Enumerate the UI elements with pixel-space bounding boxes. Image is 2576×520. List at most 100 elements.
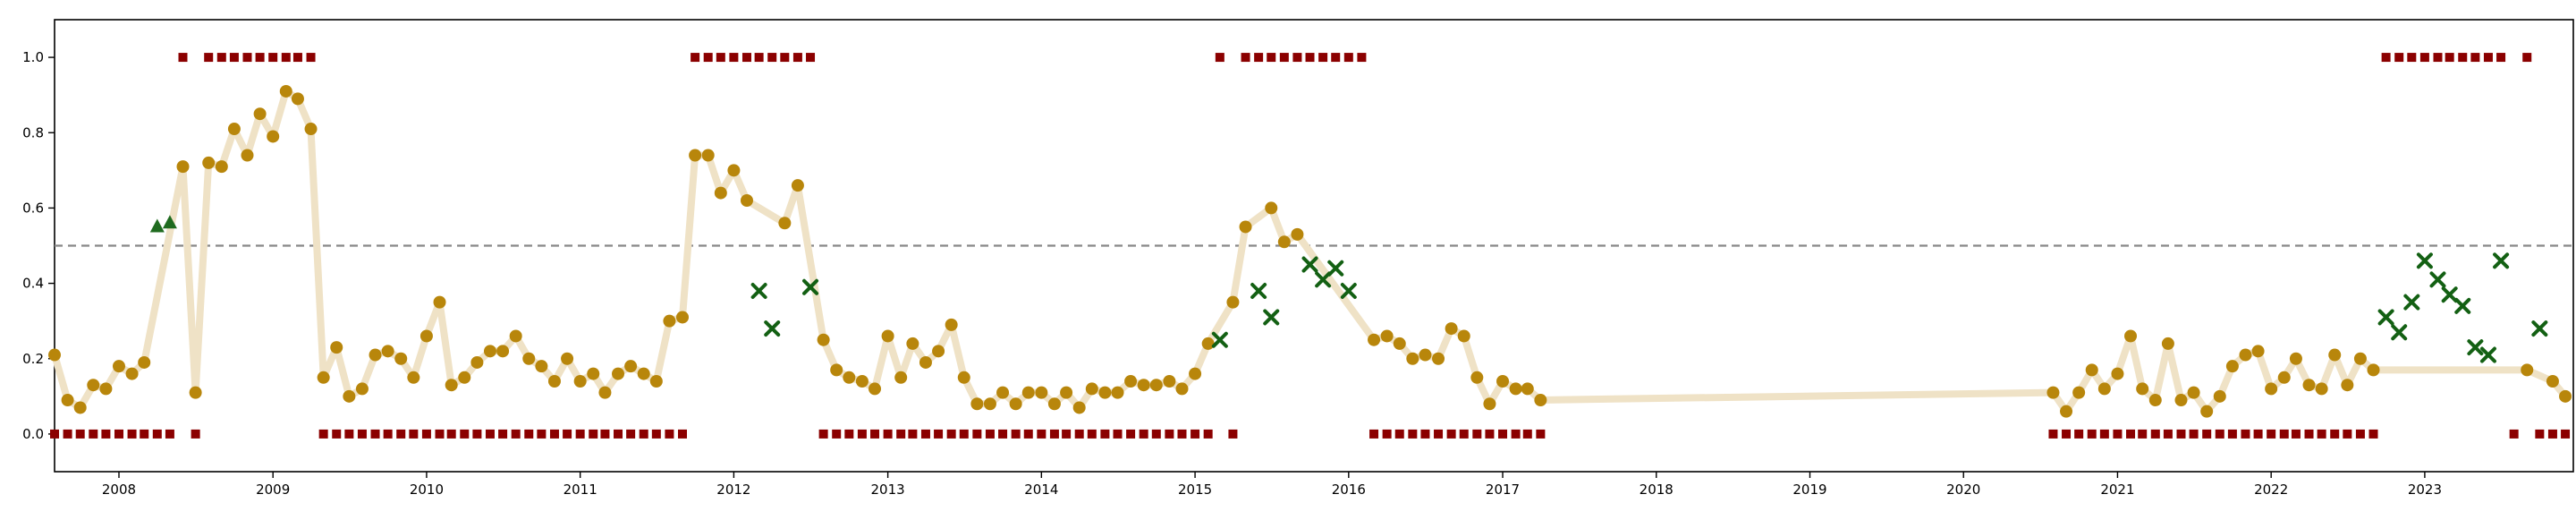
probability-point [73,401,87,414]
probability-point [1239,220,1252,234]
regime-marker [1279,53,1289,63]
regime-marker [421,429,431,439]
probability-point [894,371,908,384]
probability-point [2187,386,2200,399]
probability-line [51,88,2570,415]
cross-marker-stroke [1301,256,1318,273]
regime-marker [2304,429,2314,439]
probability-point [906,337,919,350]
regime-marker [2330,429,2340,439]
regime-marker [1215,53,1224,63]
regime-marker [409,429,419,439]
probability-point [419,329,433,343]
regime-marker [832,429,842,439]
probability-point [2367,363,2380,377]
cross-marker-stroke [1315,271,1332,288]
x-tick-label: 2012 [716,482,750,498]
probability-point [458,371,471,384]
regime-marker [2445,53,2454,63]
probability-point [2302,379,2316,392]
y-tick-label: 1.0 [22,49,44,65]
probability-point [112,360,125,373]
probability-point [176,160,190,174]
probability-point [304,123,318,136]
cross-marker-stroke [1250,283,1267,299]
regime-marker [1343,53,1353,63]
cross-marker [2479,346,2496,363]
cross-marker-stroke [750,283,767,299]
regime-marker [511,429,521,439]
regime-marker [344,429,354,439]
cross-marker [1250,283,1267,299]
regime-marker [2087,429,2097,439]
regime-marker [1165,429,1174,439]
probability-point [996,386,1010,399]
cross-marker [2493,252,2510,269]
regime-marker [1420,429,1430,439]
probability-point [1226,295,1240,309]
regime-marker [1434,429,1444,439]
cross-marker [2531,320,2548,337]
probability-point [2085,363,2098,377]
cross-marker [750,283,767,299]
probability-point [2111,367,2124,380]
y-tick-label: 0.4 [22,276,44,292]
cross-marker-stroke [1211,331,1228,348]
probability-point [48,348,61,362]
probability-point [2174,394,2188,407]
probability-point [970,397,984,411]
probability-point [1457,329,1470,343]
probability-point [587,367,600,380]
regime-marker [1446,429,1456,439]
regime-marker [1305,53,1315,63]
regime-marker [2291,429,2301,439]
regime-marker [2343,429,2352,439]
probability-point [2289,352,2302,365]
regime-marker [1254,53,1264,63]
regime-marker [985,429,995,439]
probability-point [663,314,676,328]
regime-marker [1023,429,1033,439]
cross-marker [1315,271,1332,288]
probability-point [381,345,394,358]
probability-point [2315,382,2328,396]
probability-point [2328,348,2342,362]
probability-point [125,367,139,380]
regime-marker [2355,429,2365,439]
probability-point [2046,386,2060,399]
cross-marker-stroke [764,320,781,337]
regime-marker [306,53,316,63]
regime-marker [1062,429,1072,439]
probability-point [1419,348,1432,362]
probability-point [1380,329,1394,343]
regime-marker [1292,53,1302,63]
regime-marker [2215,429,2224,439]
probability-point [714,186,727,200]
probability-point [1277,235,1291,249]
probability-point [2265,382,2278,396]
regime-marker [435,429,445,439]
cross-marker [2429,271,2446,288]
regime-marker [1408,429,1418,439]
probability-point [945,318,958,331]
regime-marker [2227,429,2237,439]
probability-point [869,382,882,396]
cross-marker [2467,339,2484,356]
probability-point [241,149,254,162]
regime-marker [1472,429,1482,439]
regime-marker [2189,429,2199,439]
x-tick-label: 2021 [2100,482,2134,498]
probability-point [701,149,715,162]
regime-marker [563,429,572,439]
regime-marker [178,53,188,63]
probability-point [843,371,856,384]
regime-marker [870,429,880,439]
regime-marker [2317,429,2326,439]
probability-point [2200,405,2214,418]
cross-marker [1327,260,1344,277]
probability-point [740,194,753,207]
probability-point [689,149,702,162]
probability-point [330,341,343,354]
probability-point [1393,337,1406,350]
regime-marker [651,429,661,439]
